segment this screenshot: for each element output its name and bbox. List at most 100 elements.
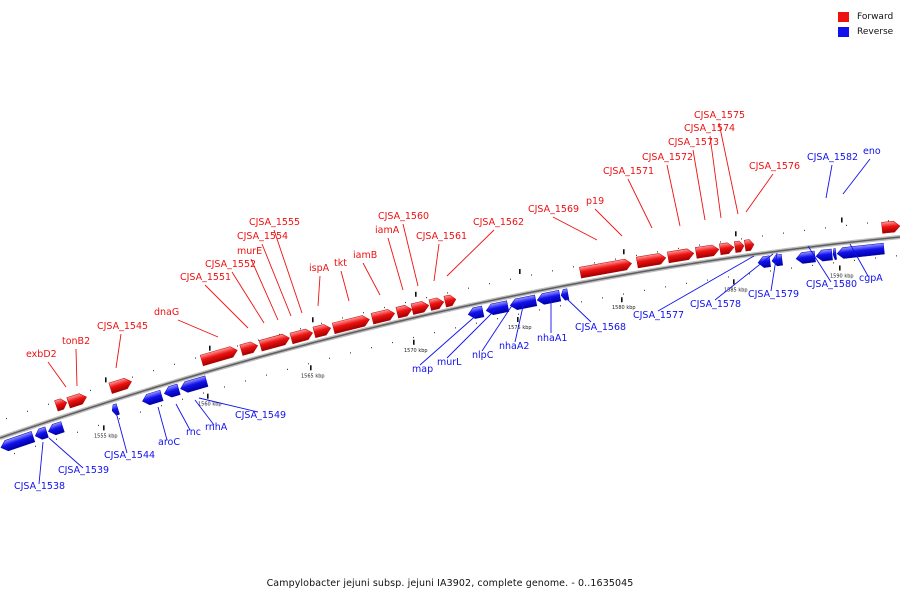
reverse-gene-3[interactable] [110, 403, 120, 416]
forward-gene-8[interactable] [331, 314, 371, 335]
reverse-label-cjsa-1577[interactable]: CJSA_1577 [633, 310, 684, 321]
forward-label-p19[interactable]: p19 [586, 196, 604, 207]
reverse-gene-13[interactable] [771, 253, 783, 267]
forward-gene-13[interactable] [443, 294, 457, 308]
reverse-label-rnc[interactable]: rnc [186, 427, 201, 438]
tick-label: 1560 kbp [198, 402, 222, 408]
reverse-label-cjsa-1579[interactable]: CJSA_1579 [748, 289, 799, 300]
forward-gene-15[interactable] [636, 252, 667, 269]
reverse-gene-10[interactable] [536, 290, 562, 305]
reverse-label-eno[interactable]: eno [863, 146, 881, 157]
forward-label-cjsa-1571[interactable]: CJSA_1571 [603, 166, 654, 177]
legend-reverse-label: Reverse [857, 26, 894, 37]
forward-label-cjsa-1560[interactable]: CJSA_1560 [378, 211, 429, 222]
tick-1560-kbp: 1560 kbp [198, 345, 222, 408]
reverse-label-cjsa-1544[interactable]: CJSA_1544 [104, 450, 155, 461]
forward-gene-4[interactable] [239, 340, 259, 356]
forward-gene-6[interactable] [289, 328, 314, 345]
reverse-label-aroc[interactable]: aroC [158, 437, 180, 448]
forward-label-cjsa-1551[interactable]: CJSA_1551 [180, 272, 231, 283]
forward-gene-21[interactable] [881, 220, 900, 234]
forward-gene-2[interactable] [108, 376, 133, 394]
reverse-gene-16[interactable] [832, 248, 837, 260]
forward-label-mure[interactable]: murE [237, 246, 262, 257]
reverse-gene-11[interactable] [560, 288, 570, 301]
reverse-label-nlpc[interactable]: nlpC [472, 350, 494, 361]
forward-label-dnag[interactable]: dnaG [154, 307, 179, 318]
forward-gene-12[interactable] [428, 297, 445, 311]
forward-swatch [838, 11, 849, 22]
reverse-label-murl[interactable]: murL [437, 357, 462, 368]
forward-gene-7[interactable] [312, 323, 332, 339]
forward-leader-cjsa-1560 [402, 223, 419, 287]
forward-gene-9[interactable] [370, 308, 396, 325]
forward-gene-3[interactable] [199, 345, 239, 367]
forward-label-ispa[interactable]: ispA [309, 263, 330, 274]
reverse-label-cjsa-1549[interactable]: CJSA_1549 [235, 410, 286, 421]
tick-label: 1575 kbp [508, 325, 532, 331]
reverse-gene-0[interactable] [0, 431, 36, 452]
reverse-label-cjsa-1578[interactable]: CJSA_1578 [690, 299, 741, 310]
forward-label-cjsa-1545[interactable]: CJSA_1545 [97, 321, 148, 332]
forward-label-iama[interactable]: iamA [375, 225, 400, 236]
forward-leader-cjsa-1571 [627, 178, 653, 229]
reverse-gene-6[interactable] [179, 375, 209, 394]
reverse-gene-4[interactable] [141, 389, 164, 406]
forward-label-cjsa-1554[interactable]: CJSA_1554 [237, 231, 288, 242]
forward-leader-ispa [317, 275, 321, 307]
reverse-label-rnha[interactable]: rnhA [205, 422, 228, 433]
reverse-label-cjsa-1580[interactable]: CJSA_1580 [806, 279, 857, 290]
forward-label-exbd2[interactable]: exbD2 [26, 349, 57, 360]
legend-reverse: Reverse [838, 24, 893, 39]
forward-gene-19[interactable] [733, 240, 745, 253]
forward-gene-20[interactable] [743, 239, 755, 252]
reverse-gene-1[interactable] [34, 426, 49, 441]
forward-label-cjsa-1572[interactable]: CJSA_1572 [642, 152, 693, 163]
reverse-label-cjsa-1582[interactable]: CJSA_1582 [807, 152, 858, 163]
reverse-leader-murl [446, 307, 498, 359]
forward-gene-5[interactable] [258, 333, 291, 352]
reverse-label-cjsa-1538[interactable]: CJSA_1538 [14, 481, 65, 492]
forward-label-cjsa-1562[interactable]: CJSA_1562 [473, 217, 524, 228]
forward-gene-18[interactable] [718, 242, 735, 256]
forward-leader-cjsa-1554 [261, 243, 292, 317]
reverse-gene-5[interactable] [163, 383, 181, 399]
reverse-label-nhaa1[interactable]: nhaA1 [537, 333, 567, 344]
forward-label-tonb2[interactable]: tonB2 [62, 336, 90, 347]
forward-label-cjsa-1552[interactable]: CJSA_1552 [205, 259, 256, 270]
forward-gene-1[interactable] [66, 392, 88, 409]
reverse-label-cjsa-1539[interactable]: CJSA_1539 [58, 465, 109, 476]
tick-1590-kbp: 1590 kbp [830, 217, 854, 279]
reverse-label-map[interactable]: map [412, 364, 433, 375]
reverse-label-cgpa[interactable]: cgpA [859, 273, 883, 284]
legend-forward: Forward [838, 9, 893, 24]
reverse-gene-17[interactable] [836, 242, 885, 259]
reverse-gene-14[interactable] [795, 250, 816, 264]
reverse-gene-8[interactable] [485, 300, 510, 316]
reverse-label-nhaa2[interactable]: nhaA2 [499, 341, 529, 352]
reverse-gene-15[interactable] [815, 248, 833, 262]
forward-gene-0[interactable] [54, 397, 69, 412]
forward-gene-17[interactable] [695, 244, 720, 259]
forward-gene-14[interactable] [579, 258, 632, 279]
forward-label-cjsa-1576[interactable]: CJSA_1576 [749, 161, 800, 172]
forward-label-cjsa-1574[interactable]: CJSA_1574 [684, 123, 735, 134]
forward-label-cjsa-1569[interactable]: CJSA_1569 [528, 204, 579, 215]
forward-label-tkt[interactable]: tkt [334, 258, 347, 269]
forward-label-cjsa-1575[interactable]: CJSA_1575 [694, 110, 745, 121]
forward-leader-cjsa-1551 [204, 284, 249, 329]
forward-label-iamb[interactable]: iamB [353, 250, 377, 261]
forward-label-cjsa-1555[interactable]: CJSA_1555 [249, 217, 300, 228]
tick-label: 1580 kbp [612, 305, 636, 311]
reverse-label-cjsa-1568[interactable]: CJSA_1568 [575, 322, 626, 333]
reverse-gene-7[interactable] [467, 305, 485, 320]
forward-label-cjsa-1573[interactable]: CJSA_1573 [668, 137, 719, 148]
tick-1565-kbp: 1565 kbp [301, 317, 325, 379]
reverse-leader-rnc [175, 403, 191, 431]
reverse-gene-2[interactable] [47, 421, 65, 437]
forward-gene-16[interactable] [667, 248, 695, 264]
forward-gene-10[interactable] [395, 304, 413, 319]
tick-label: 1590 kbp [830, 273, 854, 279]
forward-label-cjsa-1561[interactable]: CJSA_1561 [416, 231, 467, 242]
forward-gene-11[interactable] [410, 300, 430, 315]
